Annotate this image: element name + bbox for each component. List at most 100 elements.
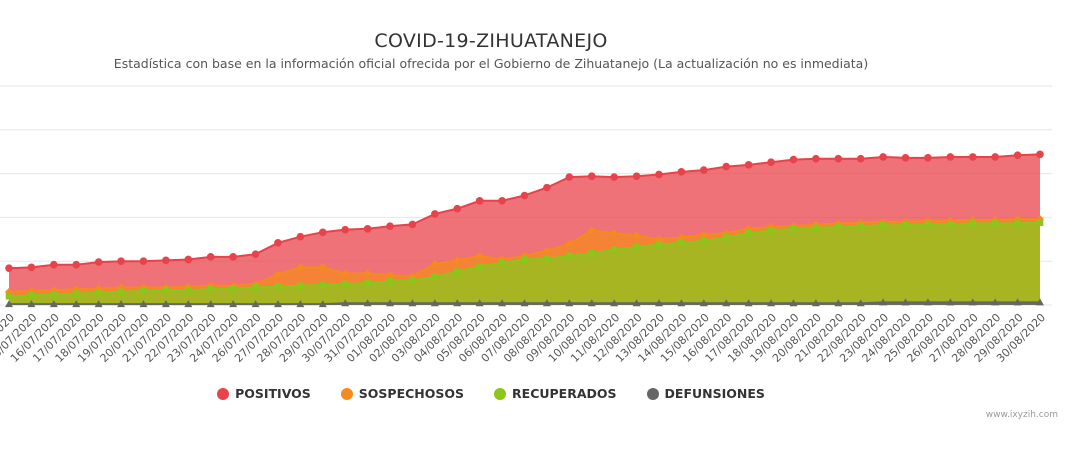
point-positivos bbox=[50, 260, 58, 269]
point-positivos bbox=[587, 172, 596, 181]
legend-item-positivos[interactable]: POSITIVOS bbox=[217, 386, 311, 401]
point-positivos bbox=[991, 153, 999, 161]
point-defunsiones bbox=[632, 299, 641, 307]
point-defunsiones bbox=[498, 299, 507, 307]
series-areas bbox=[8, 153, 1041, 306]
point-recuperados bbox=[140, 287, 147, 295]
point-defunsiones bbox=[744, 299, 753, 307]
point-recuperados bbox=[857, 222, 864, 230]
point-positivos bbox=[812, 154, 820, 163]
point-positivos bbox=[318, 228, 327, 237]
point-recuperados bbox=[947, 221, 954, 228]
point-recuperados bbox=[498, 259, 506, 267]
point-positivos bbox=[744, 161, 753, 169]
point-defunsiones bbox=[229, 300, 238, 308]
point-positivos bbox=[968, 153, 977, 161]
point-recuperados bbox=[655, 241, 663, 248]
series-markers bbox=[5, 150, 1044, 308]
point-recuperados bbox=[678, 239, 685, 247]
point-defunsiones bbox=[363, 299, 372, 307]
point-positivos bbox=[117, 257, 125, 266]
point-recuperados bbox=[297, 282, 304, 290]
point-recuperados bbox=[588, 250, 596, 257]
point-defunsiones bbox=[1036, 298, 1044, 306]
point-defunsiones bbox=[386, 299, 395, 307]
point-defunsiones bbox=[49, 300, 58, 308]
point-positivos bbox=[27, 263, 36, 272]
legend-item-recuperados[interactable]: RECUPERADOS bbox=[494, 386, 617, 401]
credits-link[interactable]: www.ixyzih.com bbox=[985, 410, 1058, 420]
point-sospechosos bbox=[453, 256, 462, 265]
point-recuperados bbox=[207, 285, 215, 293]
point-recuperados bbox=[185, 286, 192, 294]
area-recuperados bbox=[9, 222, 1040, 305]
point-defunsiones bbox=[968, 298, 977, 306]
x-axis-labels: 14/07/202015/07/202016/07/202017/07/2020… bbox=[0, 311, 1048, 365]
point-positivos bbox=[856, 154, 865, 163]
chart-title: COVID-19-ZIHUATANEJO bbox=[374, 30, 608, 52]
point-defunsiones bbox=[251, 300, 260, 308]
point-positivos bbox=[251, 250, 260, 258]
point-sospechosos bbox=[386, 271, 395, 280]
point-positivos bbox=[789, 155, 798, 164]
point-defunsiones bbox=[542, 299, 551, 307]
point-positivos bbox=[363, 224, 372, 233]
point-sospechosos bbox=[699, 230, 708, 239]
point-recuperados bbox=[902, 221, 909, 229]
point-recuperados bbox=[252, 284, 259, 291]
point-recuperados bbox=[543, 255, 551, 262]
point-defunsiones bbox=[5, 300, 13, 308]
point-positivos bbox=[700, 166, 708, 174]
point-recuperados bbox=[229, 285, 237, 292]
point-recuperados bbox=[566, 252, 573, 260]
point-defunsiones bbox=[923, 298, 932, 306]
point-recuperados bbox=[95, 289, 102, 297]
legend-label-recuperados: RECUPERADOS bbox=[512, 386, 617, 401]
legend-item-sospechosos[interactable]: SOSPECHOSOS bbox=[340, 386, 464, 401]
point-defunsiones bbox=[453, 299, 462, 307]
point-recuperados bbox=[50, 291, 58, 298]
point-positivos bbox=[610, 173, 618, 181]
point-defunsiones bbox=[27, 300, 36, 308]
point-defunsiones bbox=[565, 299, 574, 307]
point-recuperados bbox=[1036, 219, 1044, 226]
legend-marker-recuperados bbox=[494, 387, 507, 400]
point-defunsiones bbox=[722, 299, 731, 307]
point-recuperados bbox=[700, 237, 708, 245]
point-recuperados bbox=[274, 283, 282, 290]
point-recuperados bbox=[924, 221, 932, 228]
point-sospechosos bbox=[430, 259, 439, 268]
point-sospechosos bbox=[363, 269, 372, 278]
point-positivos bbox=[229, 253, 237, 261]
point-recuperados bbox=[745, 229, 752, 237]
point-recuperados bbox=[767, 227, 775, 234]
point-recuperados bbox=[28, 292, 35, 299]
legend-item-defunsiones[interactable]: DEFUNSIONES bbox=[646, 386, 765, 401]
point-positivos bbox=[677, 168, 686, 176]
point-sospechosos bbox=[565, 239, 574, 248]
point-defunsiones bbox=[856, 299, 865, 307]
point-defunsiones bbox=[430, 299, 439, 307]
point-recuperados bbox=[386, 278, 394, 285]
point-defunsiones bbox=[475, 299, 484, 307]
point-defunsiones bbox=[408, 299, 417, 307]
legend-marker-sospechosos bbox=[340, 387, 353, 400]
point-defunsiones bbox=[879, 298, 888, 306]
point-defunsiones bbox=[273, 300, 282, 308]
point-positivos bbox=[946, 153, 955, 161]
point-positivos bbox=[565, 173, 574, 181]
point-defunsiones bbox=[654, 299, 663, 307]
point-defunsiones bbox=[677, 299, 686, 307]
point-defunsiones bbox=[1013, 298, 1022, 306]
chart-subtitle: Estadística con base en la información o… bbox=[113, 56, 869, 71]
point-defunsiones bbox=[610, 299, 619, 307]
point-positivos bbox=[520, 191, 529, 200]
point-recuperados bbox=[5, 292, 13, 300]
point-defunsiones bbox=[318, 300, 327, 308]
point-recuperados bbox=[834, 223, 842, 231]
point-recuperados bbox=[319, 281, 327, 289]
point-recuperados bbox=[431, 273, 439, 281]
point-positivos bbox=[296, 232, 305, 241]
point-positivos bbox=[453, 204, 462, 213]
point-recuperados bbox=[341, 280, 349, 288]
